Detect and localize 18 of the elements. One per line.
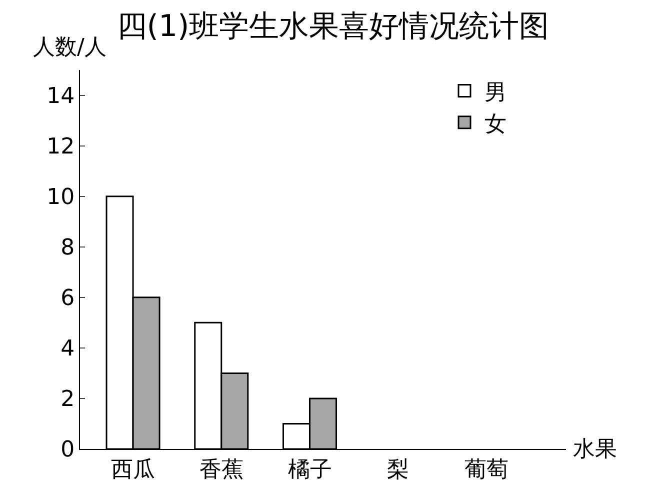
legend-label: 女 — [484, 112, 506, 137]
y-tick-label: 0 — [60, 438, 75, 463]
y-tick-label: 10 — [46, 185, 75, 210]
chart-title: 四(1)班学生水果喜好情况统计图 — [116, 8, 550, 44]
y-tick-label: 8 — [60, 236, 75, 261]
x-axis-title: 水果 — [573, 437, 617, 462]
x-tick-label: 梨 — [387, 457, 410, 482]
x-tick-label: 香蕉 — [199, 457, 244, 482]
y-tick-label: 6 — [60, 286, 75, 312]
x-tick-label: 葡萄 — [464, 457, 508, 482]
x-tick-label: 橘子 — [288, 457, 332, 482]
y-axis-title: 人数/人 — [33, 35, 106, 60]
y-tick-label: 2 — [60, 387, 75, 412]
y-tick-label: 4 — [60, 336, 75, 362]
y-tick-label: 14 — [46, 84, 75, 109]
y-tick-label: 12 — [46, 134, 75, 160]
legend-label: 男 — [484, 80, 506, 106]
x-tick-label: 西瓜 — [111, 457, 156, 482]
